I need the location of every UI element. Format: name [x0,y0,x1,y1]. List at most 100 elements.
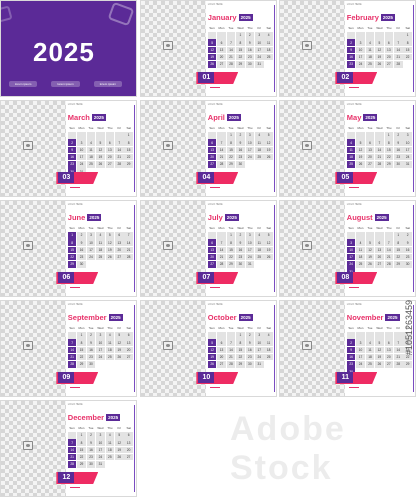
month-page-november[interactable]: LOGO HERE November 2025 Sun Mon Tue Wed Thu Fri S… [279,300,416,397]
month-page-december[interactable]: LOGO HERE December 2025 Sun Mon Tue Wed Thu Fri S… [0,400,137,497]
day-cell[interactable]: 5 [207,339,217,346]
day-cell[interactable]: 21 [393,353,403,361]
day-cell[interactable]: 14 [217,146,226,154]
day-cell[interactable]: 11 [254,239,264,246]
day-cell[interactable]: 18 [365,53,375,61]
day-cell[interactable]: 17 [403,146,412,154]
day-cell[interactable]: 19 [375,353,384,361]
day-cell[interactable]: 15 [77,346,86,354]
day-cell[interactable]: 25 [365,361,375,368]
day-cell[interactable]: 19 [356,153,365,161]
day-cell[interactable]: 20 [384,53,394,61]
day-cell[interactable]: 14 [226,346,236,354]
day-cell[interactable]: 9 [346,46,356,54]
day-cell[interactable]: 24 [356,361,365,368]
day-cell[interactable]: 12 [356,146,365,154]
day-cell[interactable]: 23 [236,253,245,261]
day-cell[interactable]: 7 [226,339,236,346]
day-cell[interactable]: 31 [346,268,356,275]
day-cell[interactable]: 8 [77,439,86,446]
day-cell[interactable]: 28 [375,161,384,168]
month-page-february[interactable]: LOGO HERE February 2025 Sun Mon Tue Wed Thu Fri S… [279,0,416,97]
day-cell[interactable]: 22 [226,253,236,261]
day-cell[interactable]: 10 [356,346,365,354]
day-cell[interactable]: 22 [67,253,77,261]
day-cell[interactable]: 20 [217,353,226,361]
day-cell[interactable]: 21 [393,53,403,61]
day-cell[interactable]: 25 [346,161,356,168]
day-cell[interactable]: 4 [86,139,96,146]
day-cell[interactable]: 7 [393,339,403,346]
day-cell[interactable]: 23 [86,453,96,461]
day-cell[interactable]: 20 [105,153,115,161]
day-cell[interactable]: 27 [114,253,124,261]
day-cell[interactable]: 2 [346,39,356,46]
day-cell[interactable]: 15 [384,146,394,154]
day-cell[interactable]: 14 [226,46,236,54]
day-cell[interactable]: 10 [245,239,255,246]
day-cell[interactable]: 19 [96,153,105,161]
day-cell[interactable]: 22 [236,353,245,361]
day-cell[interactable]: 19 [114,446,124,454]
day-cell[interactable]: 20 [207,153,217,161]
day-cell[interactable]: 2 [245,332,255,339]
day-cell[interactable]: 4 [264,32,273,39]
day-cell[interactable]: 6 [217,39,226,46]
day-cell[interactable]: 19 [105,246,115,254]
day-cell[interactable]: 11 [105,339,115,346]
day-cell[interactable]: 22 [403,353,412,361]
month-page-april[interactable]: LOGO HERE April 2025 Sun Mon Tue Wed Thu Fri Sat 1… [140,100,277,197]
day-cell[interactable]: 30 [236,161,245,168]
day-cell[interactable]: 16 [346,53,356,61]
day-cell[interactable]: 5 [264,232,273,239]
photo-placeholder[interactable] [280,101,345,196]
day-cell[interactable]: 11 [254,139,264,146]
day-cell[interactable]: 7 [217,139,226,146]
day-cell[interactable]: 13 [105,146,115,154]
day-cell[interactable]: 5 [105,232,115,239]
day-cell[interactable]: 20 [114,246,124,254]
day-cell[interactable]: 23 [346,61,356,68]
day-cell[interactable]: 4 [105,332,115,339]
day-cell[interactable]: 24 [96,353,105,361]
day-cell[interactable]: 24 [254,353,264,361]
day-cell[interactable]: 25 [254,153,264,161]
day-cell[interactable]: 13 [207,246,217,254]
day-cell[interactable]: 13 [207,146,217,154]
day-cell[interactable]: 21 [217,253,226,261]
day-cell[interactable]: 25 [365,61,375,68]
day-cell[interactable]: 12 [207,46,217,54]
day-cell[interactable]: 30 [245,361,255,368]
day-cell[interactable]: 13 [124,339,133,346]
day-cell[interactable]: 19 [207,353,217,361]
day-cell[interactable]: 16 [86,446,96,454]
day-cell[interactable]: 8 [124,139,133,146]
photo-placeholder[interactable] [141,1,206,96]
day-cell[interactable]: 15 [236,46,245,54]
day-cell[interactable]: 12 [114,339,124,346]
day-cell[interactable]: 3 [96,332,105,339]
photo-placeholder[interactable] [141,201,206,296]
month-page-march[interactable]: LOGO HERE March 2025 Sun Mon Tue Wed Thu Fri Sat 1… [0,100,137,197]
day-cell[interactable]: 4 [346,139,356,146]
day-cell[interactable]: 28 [226,61,236,68]
day-cell[interactable]: 6 [384,39,394,46]
day-cell[interactable]: 3 [254,32,264,39]
day-cell[interactable]: 4 [365,39,375,46]
day-cell[interactable]: 23 [86,353,96,361]
day-cell[interactable]: 13 [217,46,226,54]
day-cell[interactable]: 24 [245,253,255,261]
day-cell[interactable]: 25 [86,161,96,168]
day-cell[interactable]: 28 [67,461,77,468]
day-cell[interactable]: 8 [67,239,77,246]
day-cell[interactable]: 11 [365,346,375,354]
day-cell[interactable]: 13 [375,246,384,254]
day-cell[interactable]: 2 [77,232,86,239]
day-cell[interactable]: 25 [356,261,365,268]
day-cell[interactable]: 6 [124,432,133,439]
day-cell[interactable]: 25 [105,353,115,361]
day-cell[interactable]: 5 [365,239,375,246]
day-cell[interactable]: 17 [77,153,86,161]
day-cell[interactable]: 13 [124,439,133,446]
day-cell[interactable]: 5 [375,339,384,346]
